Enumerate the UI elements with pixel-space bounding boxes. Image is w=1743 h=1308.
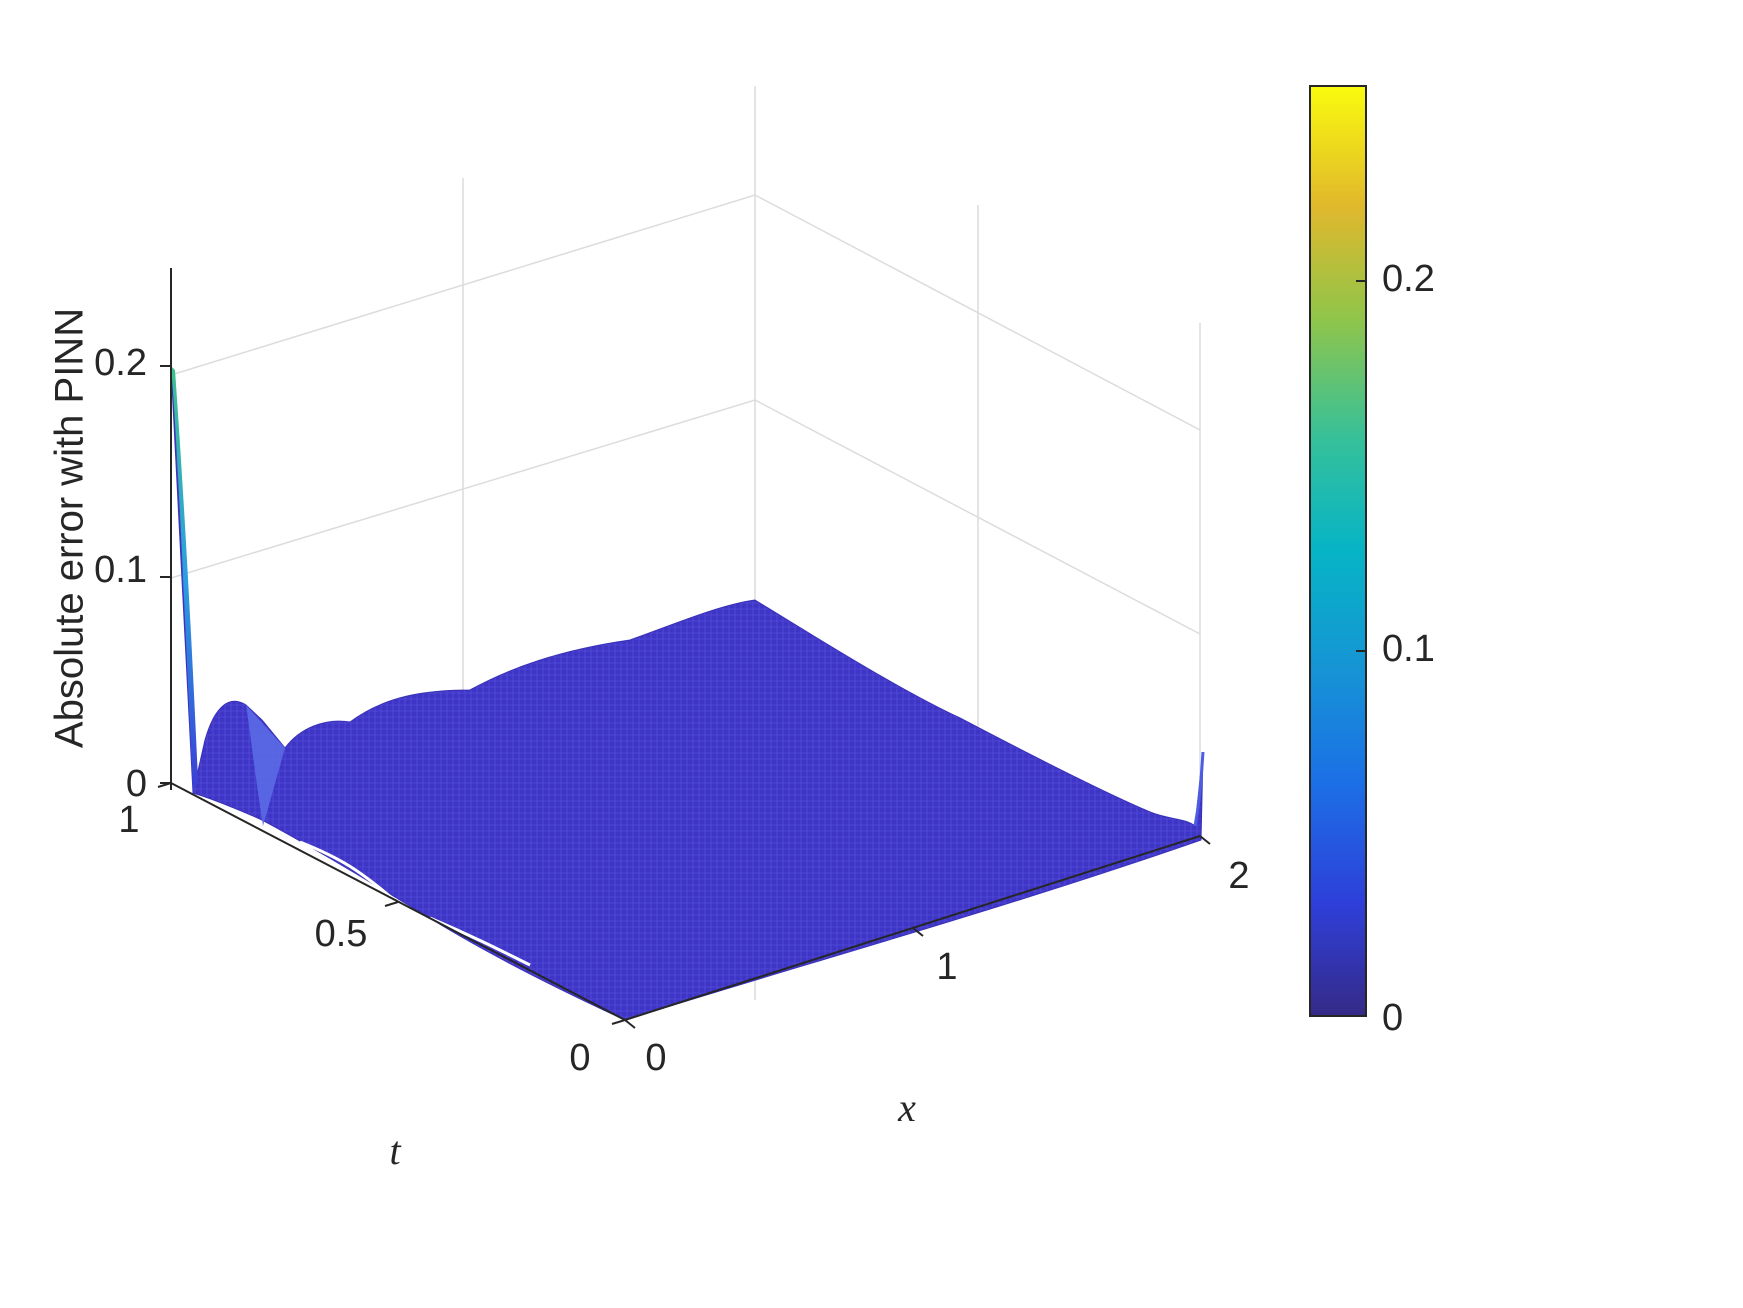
z-tick-2: 0.2	[94, 342, 147, 384]
z-tick-labels: 0 0.1 0.2	[94, 342, 147, 805]
x-tick-1: 1	[936, 946, 957, 988]
x-axis-title: x	[897, 1085, 916, 1130]
x-tick-0: 0	[645, 1037, 666, 1079]
t-tick-0: 0	[569, 1037, 590, 1079]
colorbar-tick-2: 0.2	[1382, 258, 1435, 300]
z-axis-title: Absolute error with PINN	[48, 308, 92, 748]
colorbar-gradient	[1309, 85, 1367, 1017]
colorbar-tick-0: 0	[1382, 997, 1403, 1039]
t-tick-labels: 0 0.5 1	[118, 799, 590, 1079]
error-surface	[170, 365, 1205, 1021]
t-tick-2: 1	[118, 799, 139, 841]
colorbar-tick-1: 0.1	[1382, 628, 1435, 670]
t-tick-1: 0.5	[315, 913, 368, 955]
z-tick-0: 0	[126, 763, 147, 805]
colorbar: 0 0.1 0.2	[1309, 85, 1435, 1039]
axes	[157, 268, 1211, 1029]
z-tick-1: 0.1	[94, 549, 147, 591]
t-axis-title: t	[389, 1128, 401, 1173]
x-tick-2: 2	[1228, 855, 1249, 897]
x-tick-labels: 0 1 2	[645, 855, 1249, 1079]
